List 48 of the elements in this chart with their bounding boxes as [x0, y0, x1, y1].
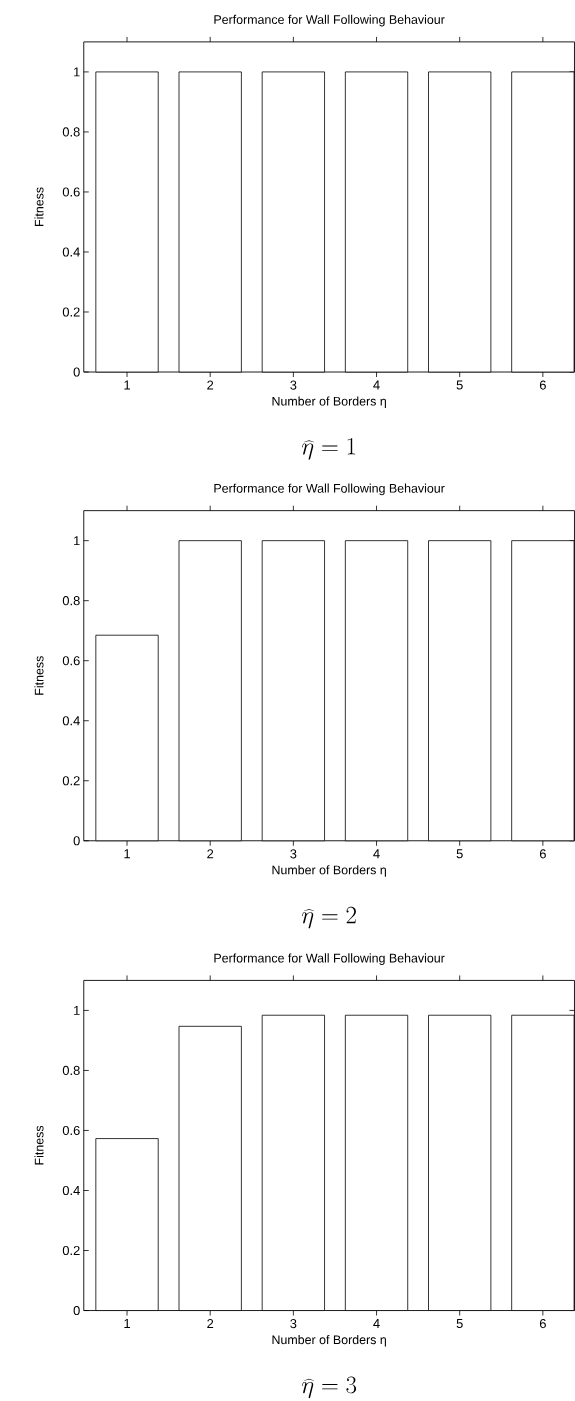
chart-title: Performance for Wall Following Behaviour: [214, 953, 445, 965]
x-tick-label: 3: [290, 1319, 297, 1329]
y-tick-label: 0.4: [62, 1185, 80, 1196]
x-tick-label: 2: [207, 1319, 213, 1329]
y-tick-label: 1: [73, 1005, 80, 1015]
x-tick-label: 6: [539, 849, 546, 859]
y-tick-label: 0.8: [62, 127, 80, 137]
x-axis-title: Number of Borders η: [272, 396, 386, 409]
chart-title: Performance for Wall Following Behaviour: [214, 14, 445, 27]
x-tick-label: 4: [373, 849, 380, 859]
text: $\widehat{\eta} = 2$: [301, 906, 356, 929]
y-tick-label: 0.8: [62, 1065, 80, 1076]
y-tick-label: 0.2: [62, 307, 80, 317]
x-tick-label: 1: [124, 380, 130, 390]
x-tick-label: 6: [539, 380, 546, 390]
x-tick-label: 1: [124, 1319, 130, 1328]
y-tick-label: 0.4: [62, 247, 80, 257]
chart-title: Performance for Wall Following Behaviour: [214, 483, 445, 496]
x-axis-title: Number of Borders η: [272, 865, 386, 877]
x-tick-label: 5: [456, 849, 463, 859]
x-tick-label: 1: [124, 849, 130, 859]
x-tick-label: 3: [290, 849, 297, 859]
x-tick-label: 4: [373, 380, 380, 390]
y-tick-label: 0.4: [62, 716, 80, 726]
x-tick-label: 5: [456, 1319, 463, 1329]
x-tick-label: 6: [539, 1319, 546, 1329]
x-tick-label: 2: [207, 380, 213, 390]
x-tick-label: 4: [373, 1319, 380, 1328]
y-tick-label: 0: [73, 367, 80, 377]
y-tick-label: 0.2: [62, 776, 80, 786]
y-tick-label: 0: [73, 1305, 80, 1316]
x-axis-title: Number of Borders η: [272, 1334, 386, 1347]
y-tick-label: 0.8: [62, 596, 80, 606]
x-tick-label: 3: [290, 380, 297, 390]
text: $\widehat{\eta} = 3$: [301, 1376, 356, 1399]
x-tick-label: 2: [207, 849, 213, 859]
y-tick-label: 0.6: [62, 187, 80, 197]
y-tick-label: 0.2: [62, 1245, 80, 1256]
y-tick-label: 0.6: [62, 1125, 80, 1136]
text: $\widehat{\eta} = 1$: [301, 438, 355, 460]
y-tick-label: 1: [73, 536, 80, 546]
y-tick-label: 1: [73, 67, 80, 77]
y-tick-label: 0.6: [62, 656, 80, 666]
y-tick-label: 0: [73, 836, 80, 846]
y-axis-title: Fitness: [34, 656, 44, 695]
y-axis-title: Fitness: [34, 187, 44, 226]
x-tick-label: 5: [456, 380, 463, 390]
y-axis-title: Fitness: [34, 1125, 44, 1165]
